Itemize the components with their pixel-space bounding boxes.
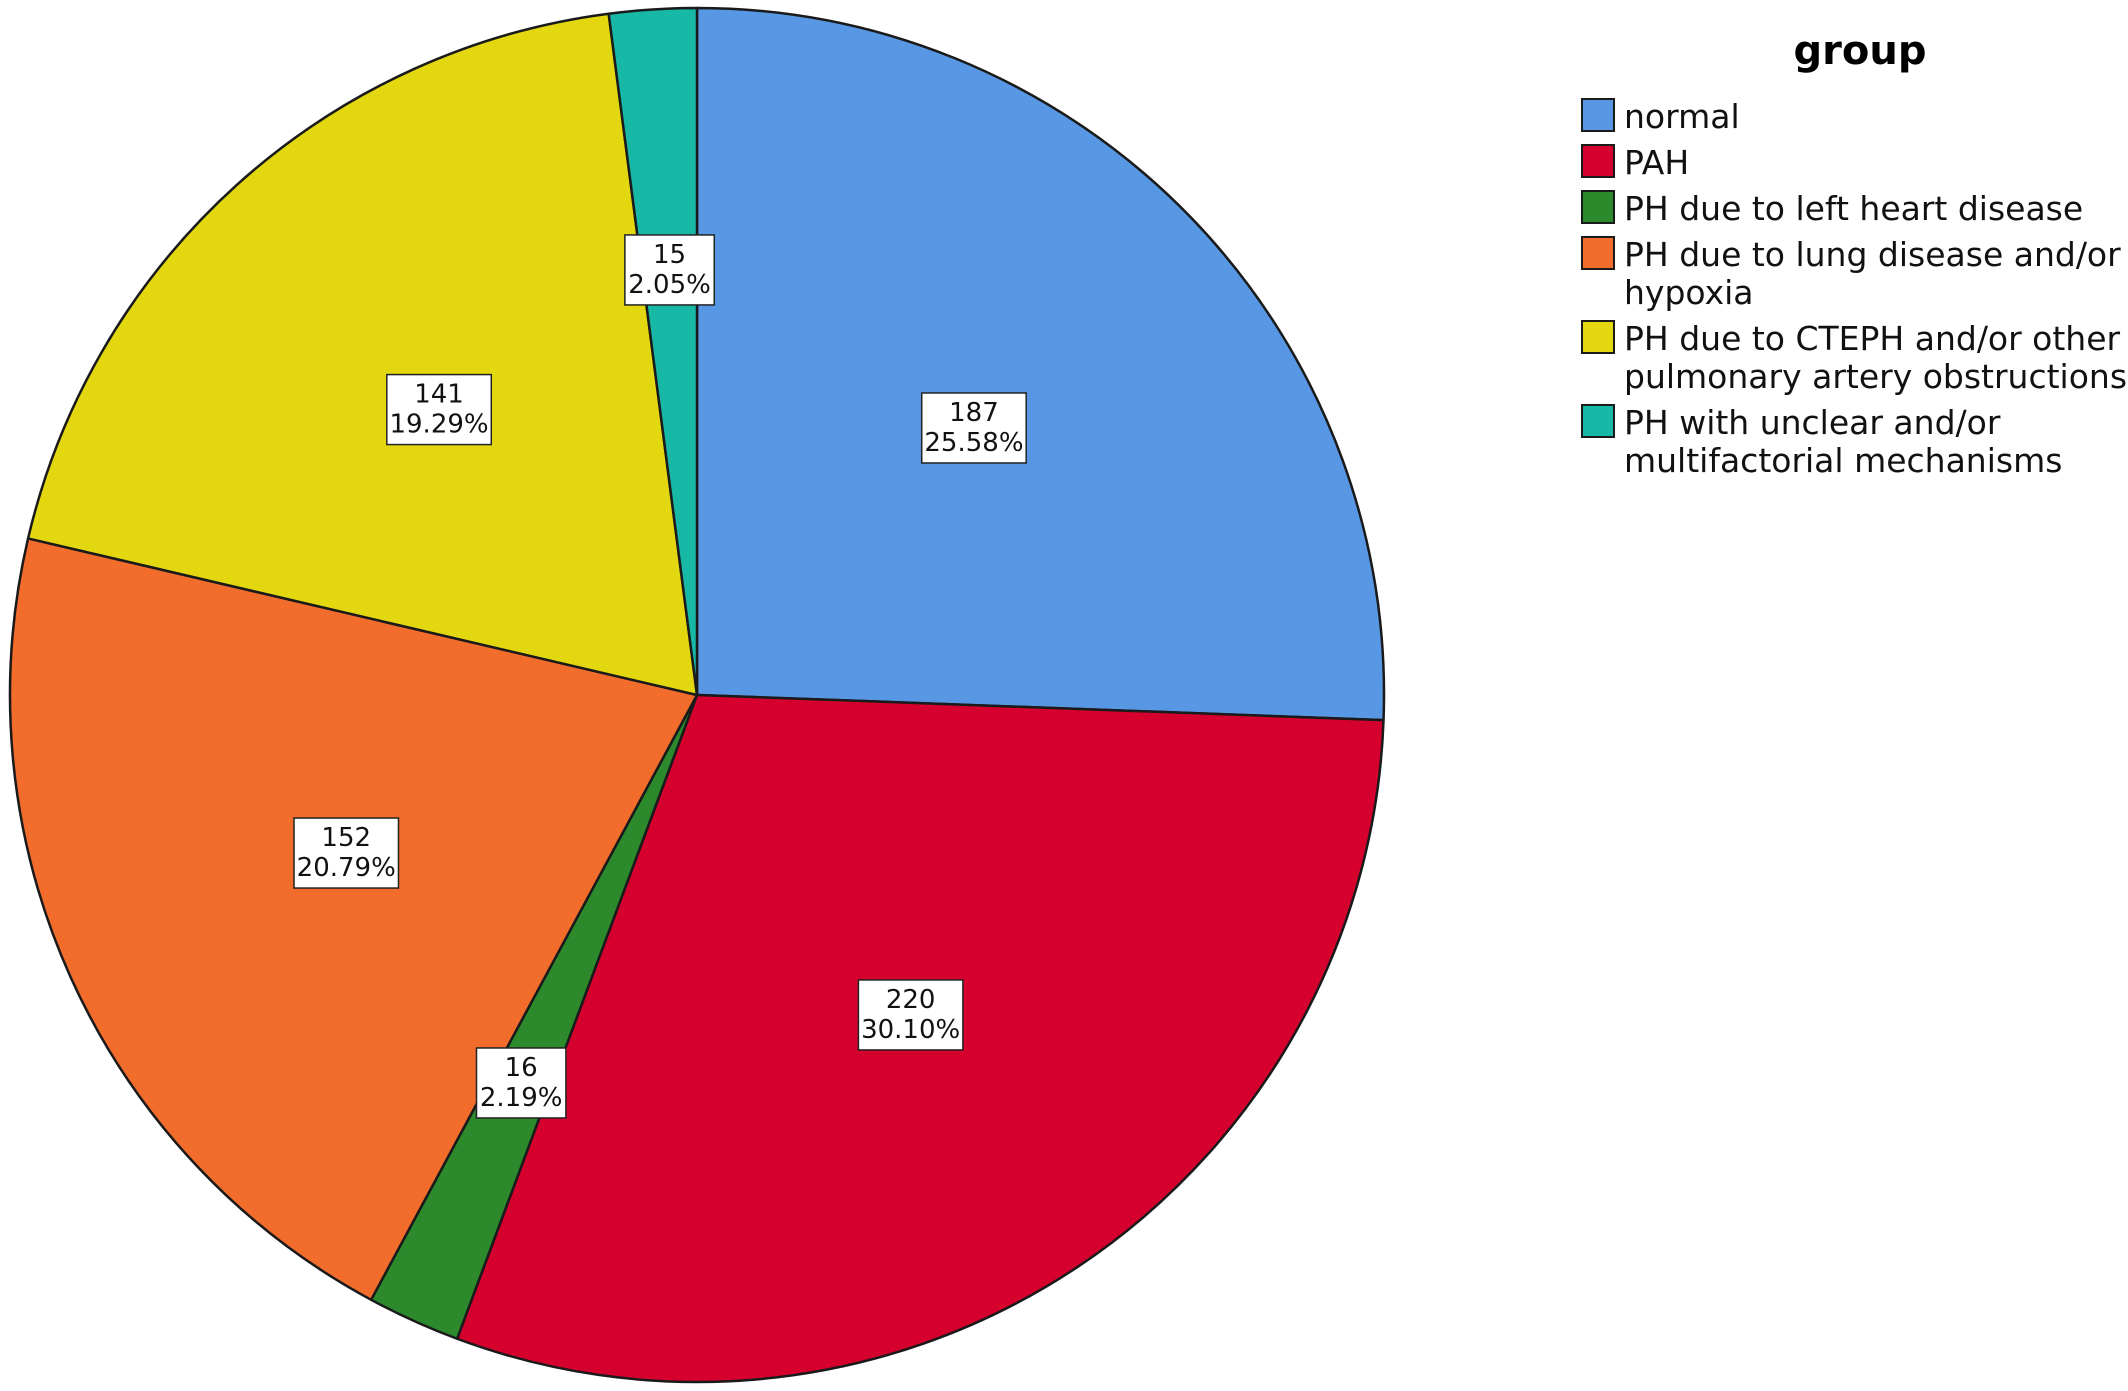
- data-label-count: 220: [886, 985, 936, 1015]
- data-label-percent: 2.19%: [480, 1083, 563, 1113]
- legend-swatch: [1581, 190, 1615, 224]
- pie-slice-ph-with-unclear-and-or-multifactorial-mechanisms: [607, 6, 699, 697]
- data-label-count: 16: [505, 1053, 538, 1083]
- legend-label: PH with unclear and/or: [1624, 403, 2001, 442]
- data-label-ph-due-to-left-heart-disease: 162.19%: [475, 1047, 567, 1119]
- legend-swatch: [1581, 236, 1615, 270]
- data-label-percent: 25.58%: [924, 428, 1023, 458]
- legend-item-normal: normal: [1581, 97, 1740, 136]
- legend-label: hypoxia: [1624, 273, 1754, 312]
- legend-label: pulmonary artery obstructions: [1624, 357, 2127, 396]
- legend-label: normal: [1624, 97, 1740, 136]
- legend-swatch: [1581, 98, 1615, 132]
- data-label-box: [624, 234, 716, 306]
- data-label-ph-with-unclear-and-or-multifactorial-mechanisms: 152.05%: [624, 234, 716, 306]
- data-label-box: [857, 979, 964, 1051]
- legend-item-pah: PAH: [1581, 143, 1689, 182]
- legend: group normal PAH PH due to left heart dise…: [1581, 28, 2127, 480]
- legend-swatch: [1581, 320, 1615, 354]
- data-label-count: 187: [949, 398, 999, 428]
- legend-label: PH due to left heart disease: [1624, 189, 2083, 228]
- legend-title: group: [1794, 28, 1927, 74]
- legend-label: PAH: [1624, 143, 1689, 182]
- data-label-percent: 30.10%: [861, 1015, 960, 1045]
- pie-slice-ph-due-to-lung-disease-and-or-hypoxia: [8, 537, 699, 1302]
- legend-label: PH due to lung disease and/or: [1624, 235, 2121, 274]
- legend-label: PH due to CTEPH and/or other: [1624, 319, 2121, 358]
- data-label-count: 152: [321, 823, 371, 853]
- legend-swatch: [1581, 144, 1615, 178]
- data-label-count: 15: [653, 240, 686, 270]
- data-label-percent: 20.79%: [297, 853, 396, 883]
- pie-slices: [8, 6, 1386, 1384]
- legend-swatch: [1581, 404, 1615, 438]
- data-label-box: [920, 392, 1027, 464]
- data-label-box: [386, 373, 493, 446]
- data-label-percent: 19.29%: [389, 410, 488, 440]
- pie-slice-normal: [695, 6, 1386, 722]
- pie-slice-ph-due-to-cteph-and-or-other-pulmonary-artery-obstructions: [26, 12, 699, 697]
- data-label-box: [475, 1047, 567, 1119]
- legend-item-ph-due-to-left-heart-disease: PH due to left heart disease: [1581, 189, 2083, 228]
- data-label-box: [293, 817, 400, 889]
- data-label-percent: 2.05%: [628, 270, 711, 300]
- legend-label: multifactorial mechanisms: [1624, 441, 2062, 480]
- data-label-count: 141: [414, 380, 464, 410]
